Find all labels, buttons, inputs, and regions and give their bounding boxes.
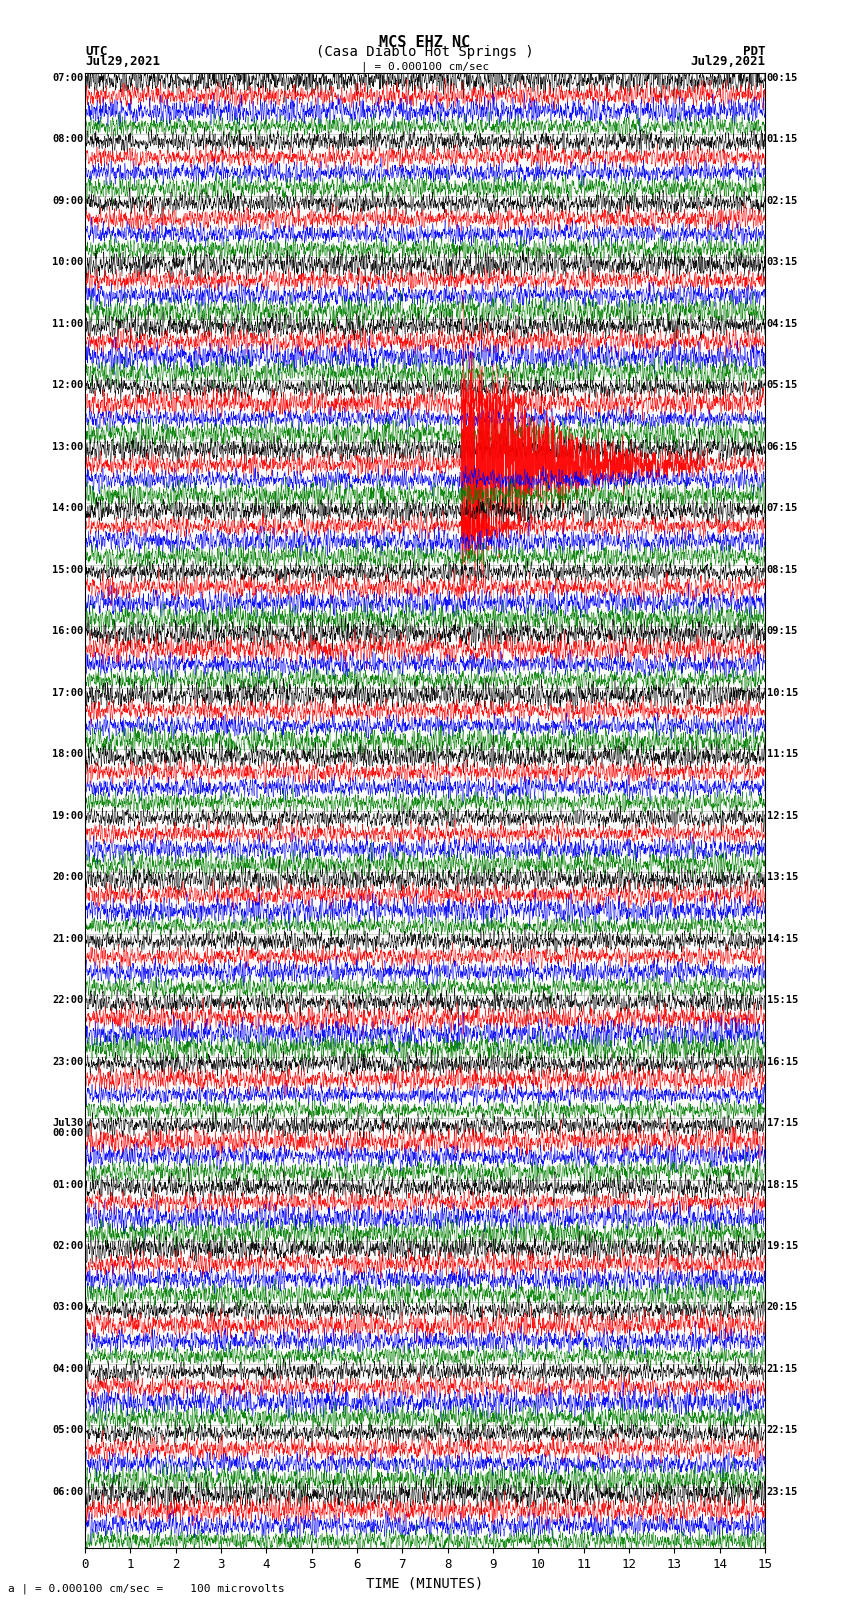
Text: 14:00: 14:00 <box>52 503 83 513</box>
Text: 19:00: 19:00 <box>52 811 83 821</box>
Text: 05:15: 05:15 <box>767 381 798 390</box>
Text: 06:15: 06:15 <box>767 442 798 452</box>
Text: 04:15: 04:15 <box>767 319 798 329</box>
Text: 03:00: 03:00 <box>52 1303 83 1313</box>
Text: 20:15: 20:15 <box>767 1303 798 1313</box>
Text: UTC: UTC <box>85 45 107 58</box>
Text: MCS EHZ NC: MCS EHZ NC <box>379 35 471 50</box>
Text: 07:00: 07:00 <box>52 73 83 82</box>
Text: 05:00: 05:00 <box>52 1426 83 1436</box>
Text: 01:15: 01:15 <box>767 134 798 144</box>
Text: 16:15: 16:15 <box>767 1057 798 1066</box>
Text: | = 0.000100 cm/sec: | = 0.000100 cm/sec <box>361 61 489 73</box>
Text: 10:00: 10:00 <box>52 256 83 268</box>
Text: 21:00: 21:00 <box>52 934 83 944</box>
Text: 23:00: 23:00 <box>52 1057 83 1066</box>
Text: 10:15: 10:15 <box>767 687 798 697</box>
Text: 12:00: 12:00 <box>52 381 83 390</box>
Text: 09:00: 09:00 <box>52 195 83 205</box>
Text: 15:15: 15:15 <box>767 995 798 1005</box>
Text: 22:15: 22:15 <box>767 1426 798 1436</box>
Text: 04:00: 04:00 <box>52 1365 83 1374</box>
Text: 11:00: 11:00 <box>52 319 83 329</box>
Text: 13:15: 13:15 <box>767 873 798 882</box>
Text: 16:00: 16:00 <box>52 626 83 636</box>
Text: 08:00: 08:00 <box>52 134 83 144</box>
X-axis label: TIME (MINUTES): TIME (MINUTES) <box>366 1578 484 1590</box>
Text: 17:00: 17:00 <box>52 687 83 697</box>
Text: 08:15: 08:15 <box>767 565 798 574</box>
Text: 00:00: 00:00 <box>52 1127 83 1137</box>
Text: PDT: PDT <box>743 45 765 58</box>
Text: 21:15: 21:15 <box>767 1365 798 1374</box>
Text: 18:00: 18:00 <box>52 748 83 760</box>
Text: 02:15: 02:15 <box>767 195 798 205</box>
Text: 02:00: 02:00 <box>52 1240 83 1252</box>
Text: 20:00: 20:00 <box>52 873 83 882</box>
Text: Jul30: Jul30 <box>52 1118 83 1127</box>
Text: Jul29,2021: Jul29,2021 <box>85 55 160 68</box>
Text: 06:00: 06:00 <box>52 1487 83 1497</box>
Text: 03:15: 03:15 <box>767 256 798 268</box>
Text: 19:15: 19:15 <box>767 1240 798 1252</box>
Text: (Casa Diablo Hot Springs ): (Casa Diablo Hot Springs ) <box>316 45 534 60</box>
Text: 14:15: 14:15 <box>767 934 798 944</box>
Text: 13:00: 13:00 <box>52 442 83 452</box>
Text: a | = 0.000100 cm/sec =    100 microvolts: a | = 0.000100 cm/sec = 100 microvolts <box>8 1584 286 1595</box>
Text: 09:15: 09:15 <box>767 626 798 636</box>
Text: 07:15: 07:15 <box>767 503 798 513</box>
Text: 12:15: 12:15 <box>767 811 798 821</box>
Text: 01:00: 01:00 <box>52 1179 83 1189</box>
Text: 17:15: 17:15 <box>767 1118 798 1127</box>
Text: 23:15: 23:15 <box>767 1487 798 1497</box>
Text: Jul29,2021: Jul29,2021 <box>690 55 765 68</box>
Text: 22:00: 22:00 <box>52 995 83 1005</box>
Text: 15:00: 15:00 <box>52 565 83 574</box>
Text: 18:15: 18:15 <box>767 1179 798 1189</box>
Text: 11:15: 11:15 <box>767 748 798 760</box>
Text: 00:15: 00:15 <box>767 73 798 82</box>
